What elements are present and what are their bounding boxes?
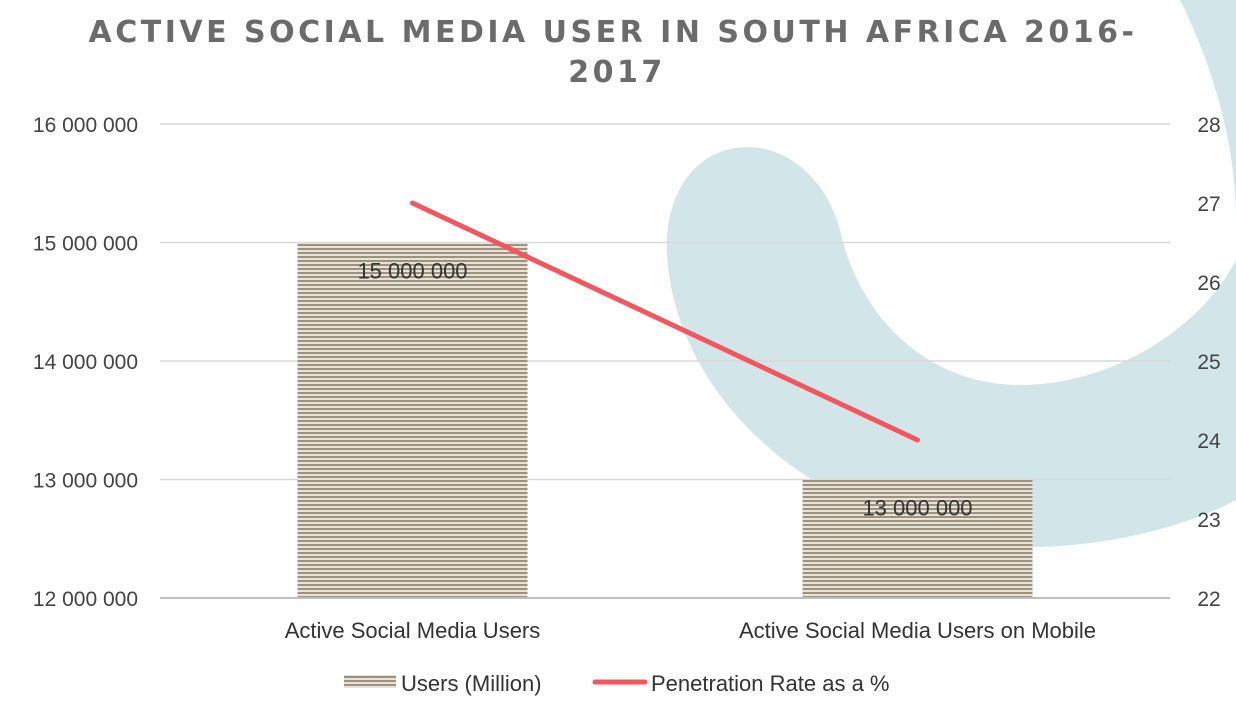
background-swirl: [666, 0, 1236, 548]
left-axis-tick-label: 12 000 000: [33, 588, 138, 611]
bar-data-labels: 15 000 000 13 000 000: [357, 259, 972, 521]
right-axis-tick-labels: 22 23 24 25 26 27 28: [1197, 114, 1221, 611]
bar-series: [297, 242, 1033, 598]
left-axis-tick-label: 14 000 000: [33, 351, 138, 374]
bar-data-label: 15 000 000: [357, 259, 467, 284]
chart-title: ACTIVE SOCIAL MEDIA USER IN SOUTH AFRICA…: [89, 15, 1138, 90]
penetration-rate-line: [410, 200, 920, 443]
bar: [802, 479, 1033, 598]
category-label: Active Social Media Users on Mobile: [739, 618, 1096, 643]
left-axis-tick-label: 16 000 000: [33, 114, 138, 137]
legend-label-penetration: Penetration Rate as a %: [651, 671, 889, 696]
right-axis-tick-label: 25: [1197, 351, 1220, 374]
right-axis-tick-label: 23: [1197, 509, 1220, 532]
line-series: [410, 200, 920, 443]
category-labels: Active Social Media Users Active Social M…: [285, 618, 1096, 643]
legend: Users (Million) Penetration Rate as a %: [344, 671, 889, 696]
chart-title-line-2: 2017: [568, 55, 666, 90]
bar-data-label: 13 000 000: [862, 496, 972, 521]
left-axis-tick-labels: 12 000 000 13 000 000 14 000 000 15 000 000…: [33, 114, 138, 611]
left-axis-tick-label: 15 000 000: [33, 233, 138, 256]
right-axis-tick-label: 28: [1197, 114, 1220, 137]
legend-swatch-users: [344, 675, 396, 688]
bar: [297, 242, 528, 598]
legend-label-users: Users (Million): [401, 671, 542, 696]
right-axis-tick-label: 22: [1197, 588, 1220, 611]
right-axis-tick-label: 24: [1197, 430, 1221, 453]
right-axis-tick-label: 26: [1197, 272, 1220, 295]
left-axis-tick-label: 13 000 000: [33, 470, 138, 493]
chart-title-line-1: ACTIVE SOCIAL MEDIA USER IN SOUTH AFRICA…: [89, 15, 1138, 50]
right-axis-tick-label: 27: [1197, 193, 1220, 216]
category-label: Active Social Media Users: [285, 618, 541, 643]
